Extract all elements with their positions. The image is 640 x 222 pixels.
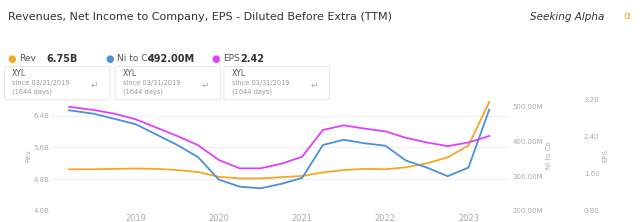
Text: EPS: EPS (223, 54, 239, 63)
Text: ●: ● (211, 54, 220, 64)
Text: XYL: XYL (123, 69, 137, 78)
Text: ↵: ↵ (202, 80, 209, 89)
Text: since 03/31/2019: since 03/31/2019 (232, 80, 289, 86)
Y-axis label: Ni to Co: Ni to Co (547, 142, 552, 169)
Y-axis label: Rev: Rev (25, 149, 31, 162)
Text: ↵: ↵ (91, 80, 99, 89)
Text: Revenues, Net Income to Company, EPS - Diluted Before Extra (TTM): Revenues, Net Income to Company, EPS - D… (8, 12, 392, 22)
Text: α: α (623, 11, 631, 21)
Text: Rev: Rev (19, 54, 36, 63)
Text: (1644 days): (1644 days) (232, 89, 272, 95)
Text: (1644 days): (1644 days) (123, 89, 163, 95)
Text: 492.00M: 492.00M (147, 54, 195, 64)
Text: since 03/31/2019: since 03/31/2019 (123, 80, 180, 86)
Y-axis label: EPS: EPS (602, 149, 608, 162)
Text: 2.42: 2.42 (240, 54, 264, 64)
Text: XYL: XYL (12, 69, 26, 78)
Text: (1644 days): (1644 days) (12, 89, 52, 95)
Text: ↵: ↵ (310, 80, 318, 89)
Text: ●: ● (8, 54, 16, 64)
Text: XYL: XYL (232, 69, 246, 78)
Text: 6.75B: 6.75B (46, 54, 77, 64)
Text: ●: ● (106, 54, 114, 64)
Text: since 03/31/2019: since 03/31/2019 (12, 80, 70, 86)
Text: Ni to Co: Ni to Co (117, 54, 153, 63)
Text: Seeking Alpha: Seeking Alpha (530, 12, 604, 22)
